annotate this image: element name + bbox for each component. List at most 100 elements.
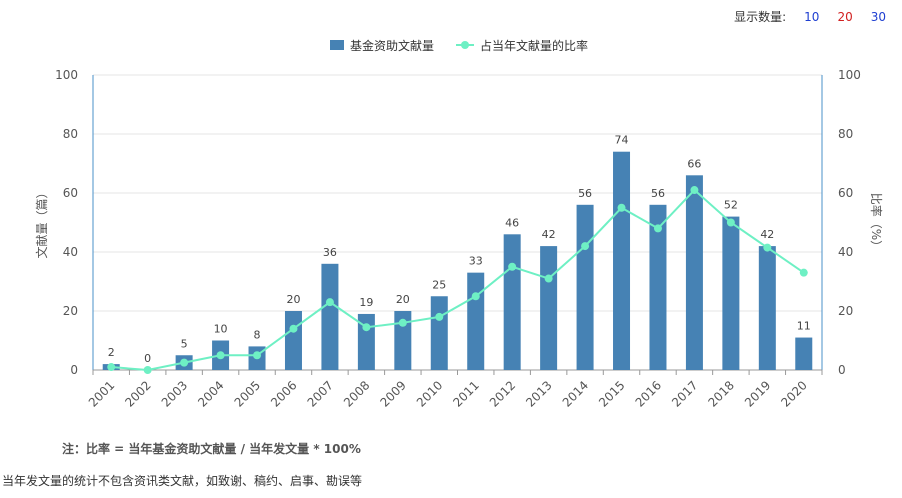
x-tick-label: 2013	[523, 378, 554, 409]
x-tick-label: 2007	[305, 378, 336, 409]
ratio-point	[799, 268, 808, 277]
bar	[685, 175, 703, 370]
x-tick-label: 2006	[268, 378, 299, 409]
bar	[722, 216, 740, 370]
bar-data-label: 42	[760, 228, 774, 241]
ratio-point	[617, 203, 626, 212]
display-count-option-20[interactable]: 20	[837, 9, 853, 24]
bar-data-label: 74	[615, 134, 629, 147]
bar	[758, 246, 776, 370]
y-left-tick-label: 100	[55, 68, 78, 82]
display-count-option-30[interactable]: 30	[870, 9, 886, 24]
display-count-option-10[interactable]: 10	[804, 9, 820, 24]
y-right-axis-title: 比率（%）	[869, 193, 884, 252]
bar-data-label: 25	[432, 278, 446, 291]
x-tick-label: 2018	[705, 378, 736, 409]
x-tick-label: 2016	[633, 378, 664, 409]
ratio-line	[111, 188, 805, 372]
bar-data-label: 10	[214, 323, 228, 336]
y-left-tick-label: 80	[63, 127, 78, 141]
bar	[576, 204, 594, 370]
bar	[795, 337, 813, 370]
legend-line-label: 占当年文献量的比率	[480, 38, 588, 53]
ratio-point	[435, 312, 444, 321]
y-left-tick-label: 40	[63, 245, 78, 259]
bar	[503, 234, 521, 370]
x-tick-label: 2003	[159, 378, 190, 409]
ratio-point	[216, 351, 225, 360]
ratio-point	[325, 298, 334, 307]
bar-data-label: 56	[651, 187, 665, 200]
bar	[321, 263, 339, 370]
ratio-point	[763, 243, 772, 252]
bar-data-label: 8	[254, 328, 261, 341]
ratio-point	[653, 224, 662, 233]
x-tick-label: 2009	[377, 378, 408, 409]
legend-line-marker	[461, 41, 469, 49]
ratio-point	[581, 242, 590, 251]
ratio-point	[289, 324, 298, 333]
bar	[430, 296, 448, 370]
legend-bar-swatch	[330, 40, 344, 50]
y-right-tick-label: 100	[838, 68, 861, 82]
y-right-tick-label: 20	[838, 304, 853, 318]
x-tick-label: 2008	[341, 378, 372, 409]
x-tick-label: 2001	[86, 378, 117, 409]
bar-data-label: 66	[687, 157, 701, 170]
bar-data-label: 20	[396, 293, 410, 306]
ratio-point	[362, 323, 371, 332]
x-tick-label: 2004	[195, 378, 226, 409]
bar	[357, 313, 375, 370]
bar	[394, 311, 412, 370]
formula-note: 注：比率 = 当年基金资助文献量 / 当年发文量 * 100%	[62, 442, 361, 456]
ratio-point	[544, 274, 553, 283]
x-tick-label: 2019	[742, 378, 773, 409]
y-left-tick-label: 20	[63, 304, 78, 318]
bar-data-label: 33	[469, 255, 483, 268]
bar	[613, 151, 631, 370]
bar-data-label: 52	[724, 199, 738, 212]
bar	[540, 246, 558, 370]
bar-data-label: 5	[181, 337, 188, 350]
bar	[284, 311, 302, 370]
ratio-point	[471, 292, 480, 301]
x-tick-label: 2020	[778, 378, 809, 409]
ratio-point	[180, 358, 189, 367]
bar-data-label: 36	[323, 246, 337, 259]
y-right-tick-label: 40	[838, 245, 853, 259]
x-tick-label: 2010	[414, 378, 445, 409]
ratio-point	[508, 262, 517, 271]
y-right-tick-label: 0	[838, 363, 846, 377]
x-tick-label: 2011	[450, 378, 481, 409]
display-count-selector: 显示数量: 10 20 30	[734, 8, 886, 25]
x-tick-label: 2017	[669, 378, 700, 409]
display-count-label: 显示数量:	[734, 10, 787, 24]
y-left-axis-title: 文献量（篇）	[34, 186, 49, 258]
ratio-point	[690, 186, 699, 195]
footnote: 当年发文量的统计不包含资讯类文献，如致谢、稿约、启事、勘误等	[2, 474, 363, 488]
x-tick-label: 2005	[232, 378, 263, 409]
ratio-point	[253, 351, 262, 360]
x-tick-label: 2014	[560, 378, 591, 409]
bar-data-label: 19	[359, 296, 373, 309]
bar	[467, 272, 485, 370]
x-tick-label: 2012	[487, 378, 518, 409]
bar-data-label: 20	[286, 293, 300, 306]
ratio-point	[107, 363, 116, 372]
ratio-point	[398, 318, 407, 327]
bar-data-label: 42	[542, 228, 556, 241]
ratio-point	[143, 366, 152, 374]
bar-data-label: 46	[505, 216, 519, 229]
y-right-tick-label: 60	[838, 186, 853, 200]
bar-data-label: 0	[144, 352, 151, 365]
y-left-tick-label: 60	[63, 186, 78, 200]
x-tick-label: 2015	[596, 378, 627, 409]
chart-container: 基金资助文献量 占当年文献量的比率 0 0 20 20 40 40 60 60 80 80 100 100…	[0, 30, 902, 420]
y-left-tick-label: 0	[70, 363, 78, 377]
bar-data-label: 11	[797, 320, 811, 333]
y-right-tick-label: 80	[838, 127, 853, 141]
legend-bar-label: 基金资助文献量	[350, 38, 434, 53]
bar-data-label: 56	[578, 187, 592, 200]
ratio-point	[726, 218, 735, 227]
x-tick-label: 2002	[122, 378, 153, 409]
